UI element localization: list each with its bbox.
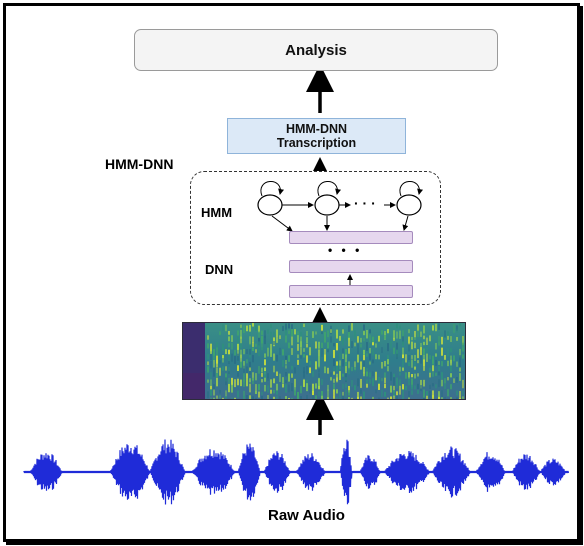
self-loop-3 [399,181,424,197]
analysis-box: Analysis [134,29,498,71]
emission-1 [271,215,293,232]
transcription-label-line2: Transcription [276,136,357,150]
emission-3 [402,215,409,231]
raw-audio-label: Raw Audio [268,507,345,524]
transcription-box: HMM-DNN Transcription [227,118,406,154]
self-loop-1 [260,181,285,197]
hmm-state-1 [257,194,283,216]
dnn-layer-bottom [289,285,413,298]
hmm-state-2 [314,194,340,216]
hmm-label: HMM [201,205,233,220]
dnn-ellipsis: • • • [328,243,363,257]
hmm-ellipsis: · · · [354,195,376,211]
hmm-dnn-group-title: HMM-DNN [105,156,174,172]
dnn-label: DNN [205,262,234,277]
dnn-layer-top [289,231,413,244]
raw-audio-waveform [23,439,570,505]
hmm-states [257,181,424,285]
hmm-state-3 [396,194,422,216]
transcription-label-line1: HMM-DNN [285,122,348,136]
self-loop-2 [317,181,342,197]
analysis-label: Analysis [285,41,347,59]
dnn-layer-middle [289,260,413,273]
spectrogram [182,322,466,400]
